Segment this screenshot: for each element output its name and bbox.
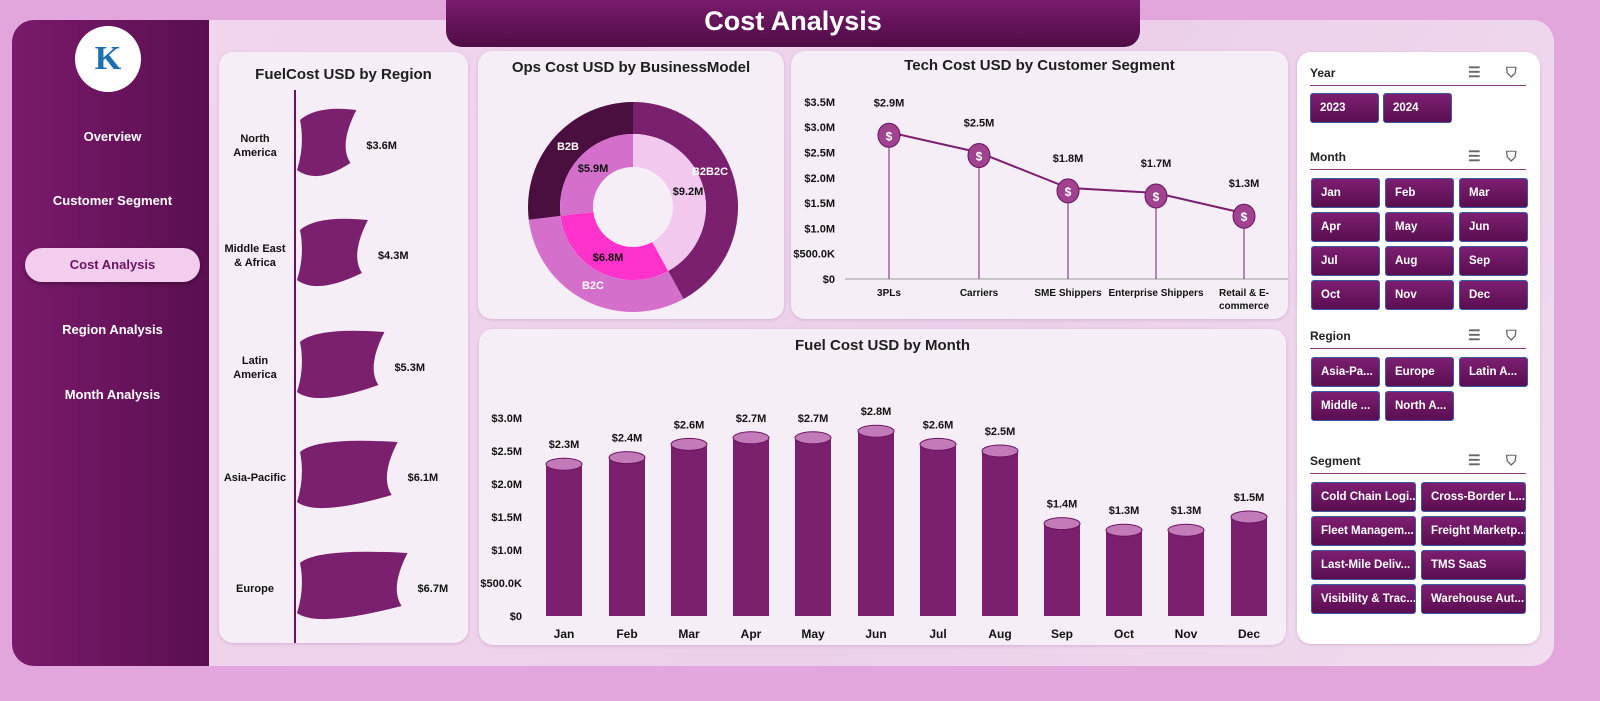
region-slicer-item[interactable]: North A...: [1385, 391, 1454, 421]
month-slicer-item[interactable]: Oct: [1311, 280, 1380, 310]
logo: K: [75, 26, 141, 92]
nav-cost-analysis[interactable]: Cost Analysis: [25, 248, 200, 282]
month-slicer-item[interactable]: Jan: [1311, 178, 1380, 208]
page-title: Cost Analysis: [446, 0, 1140, 47]
slicer-title: Region: [1310, 329, 1351, 343]
month-slicer-item[interactable]: May: [1385, 212, 1454, 242]
segment-slicer-header: Segment ☰ ⛉: [1310, 452, 1526, 474]
fuel-month-panel: Fuel Cost USD by Month: [479, 329, 1286, 645]
month-slicer-item[interactable]: Jun: [1459, 212, 1528, 242]
tech-cost-panel: Tech Cost USD by Customer Segment: [791, 51, 1288, 319]
month-slicer-item[interactable]: Aug: [1385, 246, 1454, 276]
slicer-title: Segment: [1310, 454, 1361, 468]
multi-select-icon[interactable]: ☰: [1468, 148, 1481, 164]
clear-filter-icon[interactable]: ⛉: [1506, 148, 1517, 164]
chart-title: Fuel Cost USD by Month: [795, 337, 970, 354]
year-slicer-header: Year ☰ ⛉: [1310, 64, 1526, 86]
chart-title: FuelCost USD by Region: [255, 66, 432, 83]
multi-select-icon[interactable]: ☰: [1468, 327, 1481, 343]
region-slicer-item[interactable]: Asia-Pa...: [1311, 357, 1380, 387]
segment-slicer-item[interactable]: Visibility & Trac...: [1311, 584, 1416, 614]
nav-month-analysis[interactable]: Month Analysis: [64, 387, 161, 402]
nav-overview[interactable]: Overview: [83, 129, 142, 144]
nav-region-analysis[interactable]: Region Analysis: [62, 322, 163, 337]
year-slicer-item[interactable]: 2023: [1310, 93, 1379, 123]
month-slicer-item[interactable]: Jul: [1311, 246, 1380, 276]
month-slicer-item[interactable]: Sep: [1459, 246, 1528, 276]
segment-slicer-item[interactable]: Cold Chain Logi...: [1311, 482, 1416, 512]
clear-filter-icon[interactable]: ⛉: [1506, 452, 1517, 468]
fuel-region-panel: FuelCost USD by Region: [219, 52, 468, 643]
segment-slicer-item[interactable]: Last-Mile Deliv...: [1311, 550, 1416, 580]
region-slicer-item[interactable]: Middle ...: [1311, 391, 1380, 421]
multi-select-icon[interactable]: ☰: [1468, 452, 1481, 468]
segment-slicer-item[interactable]: Warehouse Aut...: [1421, 584, 1526, 614]
multi-select-icon[interactable]: ☰: [1468, 64, 1481, 80]
ops-cost-panel: Ops Cost USD by BusinessModel: [478, 51, 784, 319]
slicer-title: Month: [1310, 150, 1346, 164]
chart-title: Tech Cost USD by Customer Segment: [904, 57, 1175, 74]
segment-slicer-item[interactable]: Cross-Border L...: [1421, 482, 1526, 512]
chart-title: Ops Cost USD by BusinessModel: [511, 59, 751, 76]
segment-slicer-item[interactable]: Fleet Managem...: [1311, 516, 1416, 546]
slicer-title: Year: [1310, 66, 1336, 80]
month-slicer-header: Month ☰ ⛉: [1310, 148, 1526, 170]
region-slicer-item[interactable]: Europe: [1385, 357, 1454, 387]
segment-slicer-item[interactable]: TMS SaaS: [1421, 550, 1526, 580]
month-slicer-item[interactable]: Apr: [1311, 212, 1380, 242]
segment-slicer-item[interactable]: Freight Marketp...: [1421, 516, 1526, 546]
month-slicer-item[interactable]: Dec: [1459, 280, 1528, 310]
nav-customer-segment[interactable]: Customer Segment: [52, 193, 173, 208]
region-slicer-header: Region ☰ ⛉: [1310, 327, 1526, 349]
region-slicer-item[interactable]: Latin A...: [1459, 357, 1528, 387]
month-slicer-item[interactable]: Feb: [1385, 178, 1454, 208]
clear-filter-icon[interactable]: ⛉: [1506, 64, 1517, 80]
clear-filter-icon[interactable]: ⛉: [1506, 327, 1517, 343]
month-slicer-item[interactable]: Mar: [1459, 178, 1528, 208]
sidebar: [12, 20, 209, 666]
year-slicer-item[interactable]: 2024: [1383, 93, 1452, 123]
month-slicer-item[interactable]: Nov: [1385, 280, 1454, 310]
